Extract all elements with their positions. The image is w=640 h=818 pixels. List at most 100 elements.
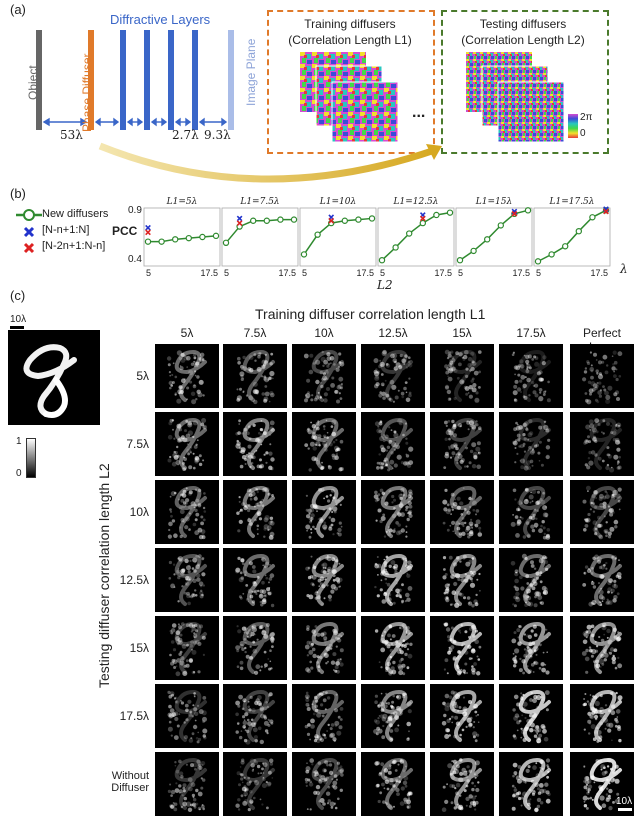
data-point-new-diffusers xyxy=(548,251,555,258)
x-unit-label: λ xyxy=(620,262,628,276)
panel-b-label: (b) xyxy=(10,186,26,201)
subplot-title: L1=12.5λ xyxy=(393,197,439,207)
optical-setup-diagram xyxy=(36,30,234,130)
object-bar xyxy=(36,30,42,130)
reconstruction-tile xyxy=(499,616,563,680)
column-header: 7.5λ xyxy=(243,326,267,340)
reconstruction-tile xyxy=(570,548,634,612)
data-point-new-diffusers xyxy=(589,214,596,221)
testing-title-line2: (Correlation Length L2) xyxy=(461,33,585,47)
y-tick-bottom: 0.4 xyxy=(128,254,142,265)
reconstruction-tile xyxy=(499,412,563,476)
training-title-line1: Training diffusers xyxy=(304,17,396,31)
reconstruction-tile xyxy=(430,412,494,476)
data-point-new-diffusers xyxy=(378,256,386,264)
phase-diffuser-label: Phase Diffuser xyxy=(80,53,94,133)
testing-title-line1: Testing diffusers xyxy=(479,17,567,31)
reconstruction-tile xyxy=(430,548,494,612)
y-axis-label: PCC xyxy=(112,224,138,238)
reconstruction-tile xyxy=(570,480,634,544)
reconstruction-tile xyxy=(292,684,356,748)
legend-new-diffusers: New diffusers xyxy=(42,208,109,220)
reconstruction-tile xyxy=(361,548,425,612)
subplot-frame xyxy=(221,207,299,267)
reconstruction-tile xyxy=(570,752,634,816)
pcc-chart: L1=5λ 5 17.5 L1=7.5λ 5 17.5 L1=10λ 5 17.5 L1=12.5… xyxy=(143,197,611,278)
data-point-new-diffusers xyxy=(456,256,464,264)
data-point-new-diffusers xyxy=(290,216,298,223)
data-point-new-diffusers xyxy=(263,217,271,224)
column-header: 12.5λ xyxy=(378,326,408,340)
training-diffusers-box xyxy=(267,10,435,154)
column-header: 5λ xyxy=(180,326,194,340)
x-tick-right: 17.5 xyxy=(200,268,218,278)
grayscale-colorbar xyxy=(26,438,36,478)
x-tick-left: 5 xyxy=(536,268,541,278)
data-point-n-n1 xyxy=(236,215,243,222)
reconstruction-tile xyxy=(361,616,425,680)
reconstruction-tile xyxy=(499,344,563,408)
data-point-new-diffusers xyxy=(497,222,504,229)
cbar-max-label: 1 xyxy=(16,436,22,447)
row-header: 17.5λ xyxy=(119,709,149,723)
data-point-new-diffusers xyxy=(277,216,284,223)
data-point-n-2n1 xyxy=(603,208,609,215)
reconstruction-tile xyxy=(292,412,356,476)
data-point-new-diffusers xyxy=(249,217,257,224)
diffractive-layer-1 xyxy=(120,30,126,130)
data-point-new-diffusers xyxy=(172,236,179,243)
reconstruction-tile xyxy=(361,752,425,816)
x-tick-right: 17.5 xyxy=(434,268,452,278)
distance-9-3: 9.3λ xyxy=(204,128,231,142)
x-tick-left: 5 xyxy=(302,268,307,278)
data-point-new-diffusers xyxy=(419,219,426,227)
subplot-title: L1=15λ xyxy=(475,197,512,207)
data-point-new-diffusers xyxy=(562,243,569,250)
scale-bar-top-label: 10λ xyxy=(10,314,27,325)
reconstruction-tile xyxy=(570,412,634,476)
column-header: 15λ xyxy=(452,326,472,340)
data-point-new-diffusers xyxy=(575,228,582,235)
data-point-new-diffusers xyxy=(300,251,308,258)
reconstruction-tile xyxy=(430,684,494,748)
data-point-new-diffusers xyxy=(534,258,542,265)
row-header: 12.5λ xyxy=(119,573,149,587)
reconstruction-tile xyxy=(361,480,425,544)
reconstruction-tile xyxy=(499,752,563,816)
subplot-title: L1=7.5λ xyxy=(239,197,279,207)
data-point-new-diffusers xyxy=(199,233,206,241)
subplot-title: L1=17.5λ xyxy=(549,197,595,207)
x-tick-left: 5 xyxy=(380,268,385,278)
subplot-frame xyxy=(377,207,455,267)
data-point-n-2n1 xyxy=(328,217,335,224)
reconstruction-tile xyxy=(155,412,219,476)
reconstruction-tile xyxy=(223,344,287,408)
reconstruction-tile xyxy=(430,480,494,544)
reconstruction-tile xyxy=(223,480,287,544)
grid-column-title: Training diffuser correlation length L1 xyxy=(255,306,486,322)
object-digit-image xyxy=(8,330,100,425)
reconstruction-tile xyxy=(223,412,287,476)
scale-bar-bottom xyxy=(618,808,632,811)
data-point-new-diffusers xyxy=(314,231,321,238)
row-header: 15λ xyxy=(129,641,149,655)
image-plane-label: Image Plane xyxy=(244,38,258,106)
x-tick-left: 5 xyxy=(224,268,229,278)
cbar-min-label: 0 xyxy=(16,468,22,479)
legend-n-2n1: [N-2n+1:N-n] xyxy=(42,240,106,252)
data-point-new-diffusers xyxy=(341,217,348,224)
reconstruction-tile xyxy=(499,684,563,748)
data-point-new-diffusers xyxy=(602,207,610,214)
diffractive-layers-label: Diffractive Layers xyxy=(110,12,211,27)
column-header: 10λ xyxy=(314,326,334,340)
training-title-line2: (Correlation Length L1) xyxy=(288,33,412,47)
reconstruction-tile xyxy=(430,344,494,408)
reconstruction-tile xyxy=(155,480,219,544)
reconstruction-tile xyxy=(155,548,219,612)
y-tick-top: 0.9 xyxy=(128,205,142,216)
row-header: 7.5λ xyxy=(126,437,149,451)
reconstruction-tile xyxy=(499,480,563,544)
data-point-n-2n1 xyxy=(511,210,518,217)
panel-a-label: (a) xyxy=(10,2,26,17)
testing-diffuser-stack xyxy=(466,52,565,143)
